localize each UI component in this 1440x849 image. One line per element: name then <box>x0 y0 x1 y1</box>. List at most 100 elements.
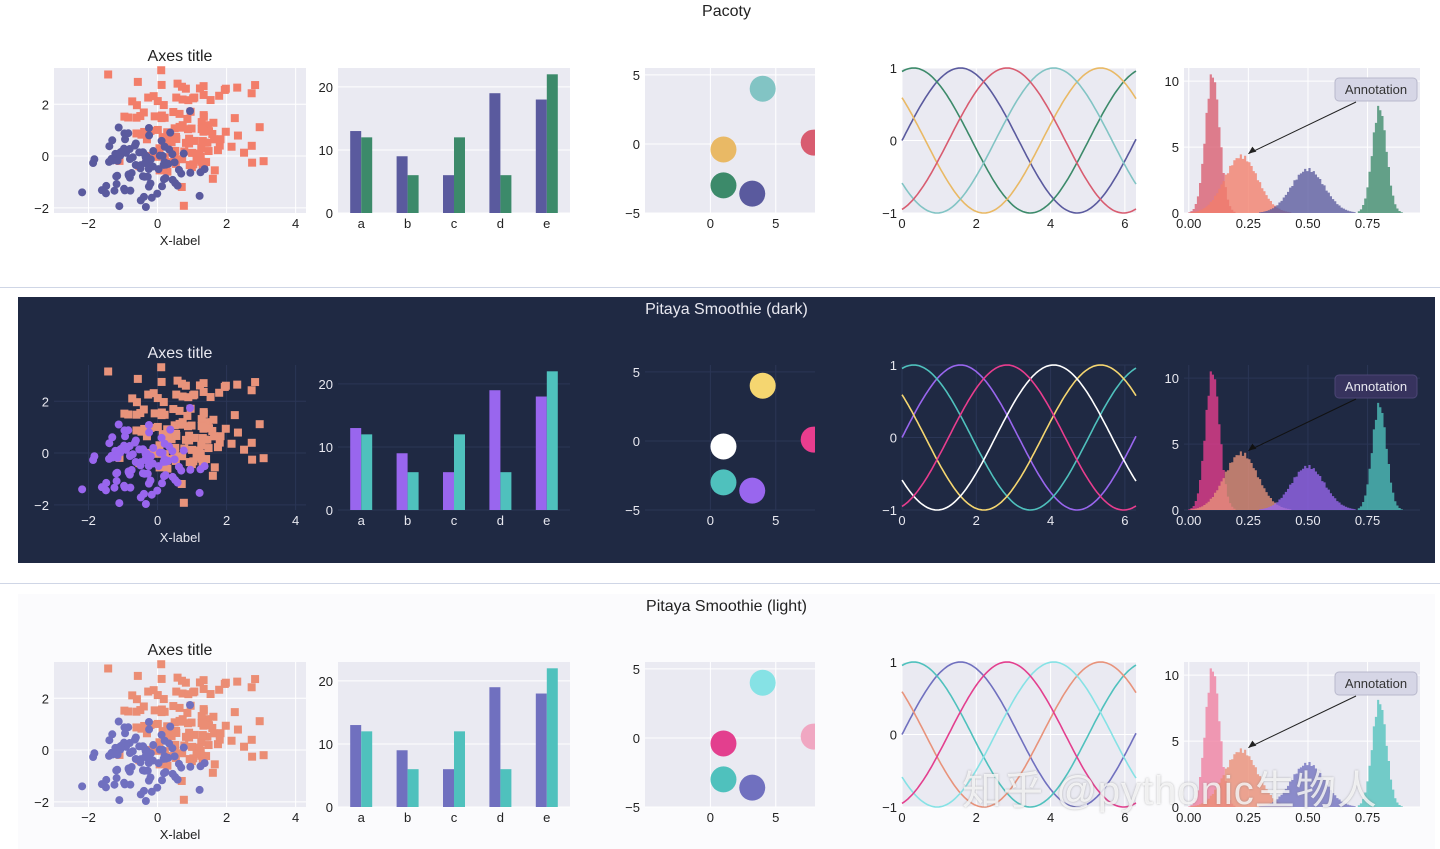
bubbles <box>710 669 815 801</box>
scatter-square-point <box>221 127 230 136</box>
scatter-square-point <box>172 687 181 696</box>
scatter-circle-point <box>157 730 166 739</box>
scatter-square-point <box>190 730 199 739</box>
scatter-circle-point <box>174 165 183 174</box>
y-tick-label: 10 <box>319 737 333 752</box>
histogram-series <box>1184 168 1420 213</box>
scatter-circle-point <box>124 426 133 435</box>
scatter-square-point <box>137 130 146 139</box>
scatter-square-point <box>142 135 151 144</box>
scatter-square-point <box>128 691 137 700</box>
bar <box>407 472 419 510</box>
scatter-circle-point <box>113 750 122 759</box>
x-tick-label: 2 <box>223 216 230 231</box>
scatter-circle-point <box>141 796 150 805</box>
bar-chart: a b c d e 0 10 20 <box>319 365 570 528</box>
scatter-circle-point <box>147 787 156 796</box>
scatter-square-point <box>233 725 242 734</box>
sine-line <box>901 67 1137 214</box>
scatter-square-point <box>198 731 207 740</box>
scatter-square-point <box>195 149 204 158</box>
scatter-square-point <box>213 740 222 749</box>
scatter-square-point <box>177 379 186 388</box>
scatter-square-point <box>230 708 239 717</box>
scatter-circle-point <box>160 439 169 448</box>
scatter-square-point <box>178 749 187 758</box>
bar <box>454 137 465 213</box>
scatter-square-point <box>230 114 239 123</box>
scatter-circle-point <box>195 488 204 497</box>
bar <box>350 428 362 510</box>
scatter-circle-point <box>90 452 99 461</box>
scatter-circle-point <box>164 159 173 168</box>
scatter-circle-point <box>115 202 124 211</box>
y-tick-label: 0 <box>42 446 49 461</box>
scatter-circle-point <box>186 403 195 412</box>
scatter-circle-point <box>90 155 99 164</box>
scatter-circle-point <box>160 736 169 745</box>
scatter-square-point <box>199 387 208 396</box>
x-tick-label: 6 <box>1121 216 1128 231</box>
scatter-square-point <box>173 79 182 88</box>
scatter-square-point <box>255 123 264 132</box>
scatter-square-point <box>157 377 166 386</box>
scatter-square-point <box>208 471 217 480</box>
y-tick-label: 0 <box>633 434 640 449</box>
scatter-square-point <box>177 479 186 488</box>
annotation-arrowhead <box>1248 146 1257 154</box>
scatter-square-point <box>157 80 166 89</box>
x-tick-label: 0.25 <box>1236 216 1261 231</box>
scatter-circle-point <box>108 433 117 442</box>
scatter-square-point <box>159 695 168 704</box>
scatter-square-point <box>203 715 212 724</box>
scatter-square-point <box>248 158 257 167</box>
scatter-circle-point <box>166 425 175 434</box>
scatter-square-point <box>153 394 162 403</box>
annotation-arrow <box>1248 398 1357 452</box>
scatter-circle-point <box>112 766 121 775</box>
y-tick-label: 0 <box>890 134 897 149</box>
scatter-circle-point <box>155 448 164 457</box>
x-tick-label: 4 <box>1047 513 1054 528</box>
scatter-circle-point <box>139 489 148 498</box>
scatter-circle-point <box>112 469 121 478</box>
scatter-square-point <box>157 363 166 372</box>
scatter-square-point <box>132 113 141 122</box>
scatter-square-point <box>157 411 166 420</box>
y-tick-label: 5 <box>633 365 640 380</box>
y-tick-label: 0 <box>1172 206 1179 221</box>
scatter-circle-point <box>168 447 177 456</box>
scatter-square-point <box>153 719 162 728</box>
scatter-square-point <box>175 703 184 712</box>
histogram-chart: Annotation 0.00 0.25 0.50 0.75 0 5 10 <box>1165 662 1420 825</box>
scatter-circle-point <box>168 150 177 159</box>
sine-line <box>901 661 1137 808</box>
scatter-square-point <box>221 721 230 730</box>
annotation-arrow <box>1248 695 1357 749</box>
histogram-series <box>1184 451 1420 510</box>
scatter-square-point <box>199 408 208 417</box>
scatter-square-point <box>215 685 224 694</box>
x-tick-label: 0 <box>898 216 905 231</box>
scatter-square-point <box>247 386 256 395</box>
scatter-circle-point <box>158 776 167 785</box>
scatter-square-point <box>132 129 141 138</box>
scatter-circle-point <box>186 465 195 474</box>
scatter-square-point <box>188 742 197 751</box>
scatter-circle-point <box>101 486 110 495</box>
row-pacoty: Pacoty −2 0 2 4 −2 0 2 Axes title X-label a b c d e 0 1… <box>18 0 1435 266</box>
scatter-square-point <box>133 374 142 383</box>
bar <box>361 434 373 510</box>
scatter-circle-point <box>139 192 148 201</box>
scatter-square-point <box>198 434 207 443</box>
y-tick-label: 10 <box>319 440 333 455</box>
y-tick-label: 5 <box>1172 437 1179 452</box>
bar <box>489 687 501 807</box>
x-tick-label: 0.50 <box>1295 810 1320 825</box>
scatter-square-point <box>171 146 180 155</box>
scatter-square-point <box>251 675 260 684</box>
scatter-circle-point <box>149 147 158 156</box>
scatter-circle-point <box>78 188 87 197</box>
scatter-square-point <box>227 736 236 745</box>
scatter-circle-point <box>144 124 153 133</box>
